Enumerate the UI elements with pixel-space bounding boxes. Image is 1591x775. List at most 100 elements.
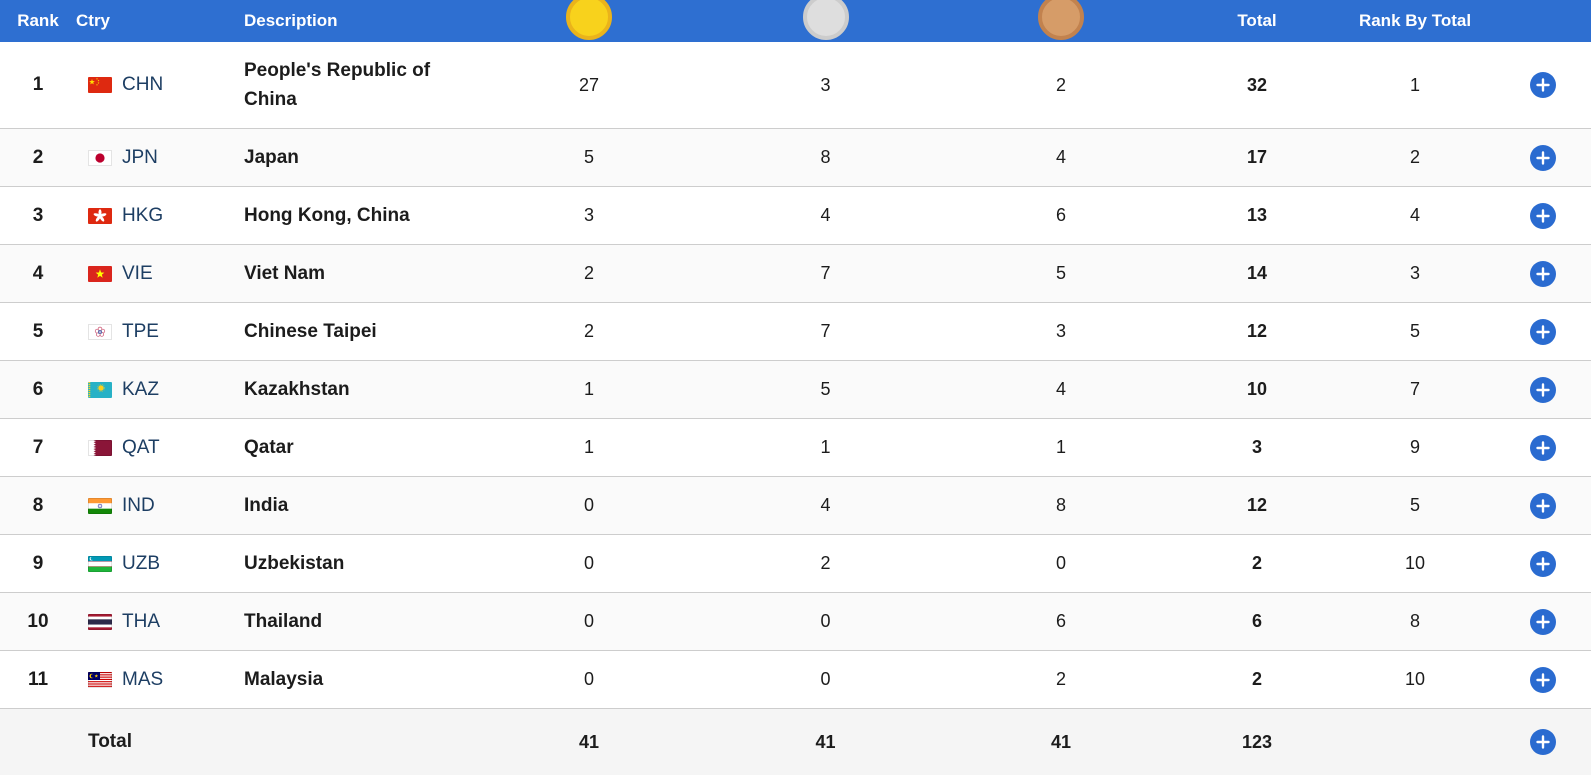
rank-cell: 1	[0, 61, 76, 109]
add-button[interactable]	[1530, 145, 1556, 171]
table-row: 8 IND India 0 4 8 12 5	[0, 477, 1591, 535]
rank-cell: 8	[0, 482, 76, 530]
country-code: KAZ	[122, 379, 159, 401]
flag-vie-icon	[88, 266, 112, 282]
add-button[interactable]	[1530, 261, 1556, 287]
header-total: Total	[1179, 0, 1335, 42]
country-description: Uzbekistan	[244, 535, 449, 592]
silver-count: 8	[708, 134, 943, 181]
gold-count: 2	[470, 250, 708, 297]
country-cell: KAZ	[76, 366, 244, 414]
table-row: 3 HKG Hong Kong, China 3 4 6 13 4	[0, 187, 1591, 245]
rank-by-total: 3	[1335, 250, 1495, 297]
country-code: HKG	[122, 205, 163, 227]
add-button[interactable]	[1530, 319, 1556, 345]
rank-cell: 7	[0, 424, 76, 472]
country-code: IND	[122, 495, 155, 517]
country-cell: CHN	[76, 61, 244, 109]
plus-icon	[1536, 499, 1550, 513]
rank-cell: 4	[0, 250, 76, 298]
rank-by-total: 10	[1335, 540, 1495, 587]
flag-ind-icon	[88, 498, 112, 514]
add-button[interactable]	[1530, 667, 1556, 693]
gold-count: 3	[470, 192, 708, 239]
header-rank-by-total: Rank By Total	[1335, 0, 1495, 42]
total-label: Total	[76, 718, 470, 766]
bronze-count: 8	[943, 482, 1179, 529]
table-row: 5 TPE Chinese Taipei 2 7 3 12 5	[0, 303, 1591, 361]
header-gold	[470, 0, 708, 42]
add-button[interactable]	[1530, 551, 1556, 577]
country-description: India	[244, 477, 449, 534]
gold-count: 27	[470, 62, 708, 109]
grand-total-count: 123	[1179, 719, 1335, 766]
add-button[interactable]	[1530, 72, 1556, 98]
table-row: 1 CHN People's Republic of China 27 3 2 …	[0, 42, 1591, 129]
rank-by-total: 2	[1335, 134, 1495, 181]
silver-count: 0	[708, 598, 943, 645]
plus-icon	[1536, 267, 1550, 281]
total-silver-count: 41	[708, 719, 943, 766]
silver-count: 1	[708, 424, 943, 471]
total-count: 6	[1179, 598, 1335, 645]
country-description: Hong Kong, China	[244, 187, 449, 244]
silver-count: 2	[708, 540, 943, 587]
total-bronze-count: 41	[943, 719, 1179, 766]
header-description: Description	[244, 0, 470, 42]
total-rank-by-total	[1335, 729, 1495, 755]
silver-count: 0	[708, 656, 943, 703]
country-description: Thailand	[244, 593, 449, 650]
plus-icon	[1536, 383, 1550, 397]
country-description: Kazakhstan	[244, 361, 449, 418]
country-cell: HKG	[76, 192, 244, 240]
gold-count: 5	[470, 134, 708, 181]
bronze-count: 5	[943, 250, 1179, 297]
rank-cell: 10	[0, 598, 76, 646]
silver-count: 7	[708, 308, 943, 355]
bronze-count: 4	[943, 366, 1179, 413]
country-description: Viet Nam	[244, 245, 449, 302]
total-count: 10	[1179, 366, 1335, 413]
country-cell: JPN	[76, 134, 244, 182]
bronze-count: 2	[943, 62, 1179, 109]
country-cell: QAT	[76, 424, 244, 472]
gold-count: 1	[470, 366, 708, 413]
add-button[interactable]	[1530, 729, 1556, 755]
flag-uzb-icon	[88, 556, 112, 572]
table-row: 10 THA Thailand 0 0 6 6 8	[0, 593, 1591, 651]
total-count: 13	[1179, 192, 1335, 239]
gold-count: 0	[470, 540, 708, 587]
plus-icon	[1536, 78, 1550, 92]
country-description: Japan	[244, 129, 449, 186]
rank-by-total: 1	[1335, 62, 1495, 109]
gold-count: 0	[470, 482, 708, 529]
add-button[interactable]	[1530, 609, 1556, 635]
country-cell: TPE	[76, 308, 244, 356]
flag-jpn-icon	[88, 150, 112, 166]
plus-icon	[1536, 209, 1550, 223]
country-code: THA	[122, 611, 160, 633]
header-actions	[1495, 0, 1591, 42]
rank-by-total: 5	[1335, 308, 1495, 355]
country-description: People's Republic of China	[244, 42, 449, 128]
bronze-count: 2	[943, 656, 1179, 703]
country-code: VIE	[122, 263, 153, 285]
bronze-count: 6	[943, 598, 1179, 645]
gold-count: 1	[470, 424, 708, 471]
rank-cell: 6	[0, 366, 76, 414]
gold-count: 0	[470, 598, 708, 645]
rank-cell: 11	[0, 656, 76, 704]
add-button[interactable]	[1530, 377, 1556, 403]
bronze-count: 3	[943, 308, 1179, 355]
total-count: 2	[1179, 656, 1335, 703]
total-count: 2	[1179, 540, 1335, 587]
rank-cell: 9	[0, 540, 76, 588]
flag-mas-icon	[88, 672, 112, 688]
silver-medal-icon	[803, 0, 849, 40]
table-header: Rank Ctry Description Total Rank By Tota…	[0, 0, 1591, 42]
add-button[interactable]	[1530, 493, 1556, 519]
add-button[interactable]	[1530, 203, 1556, 229]
table-body: 1 CHN People's Republic of China 27 3 2 …	[0, 42, 1591, 709]
add-button[interactable]	[1530, 435, 1556, 461]
